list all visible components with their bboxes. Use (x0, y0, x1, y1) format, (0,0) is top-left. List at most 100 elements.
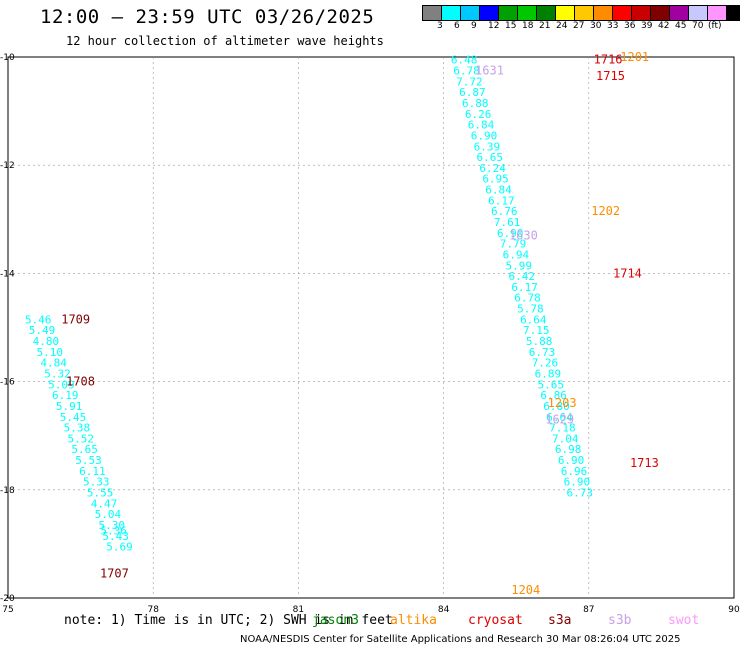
data-point: 6.90 (558, 454, 585, 467)
data-point: 7.04 (552, 432, 579, 445)
plot-frame (7, 56, 735, 599)
color-scale-bar (422, 5, 740, 21)
data-point: 4.84 (40, 357, 67, 370)
x-tick-label: 87 (583, 605, 594, 615)
chart-subtitle: 12 hour collection of altimeter wave hei… (66, 34, 384, 48)
data-point: 5.10 (37, 346, 64, 359)
data-point: 5.30 (99, 519, 126, 532)
scale-label: 15 (505, 21, 517, 31)
track-label: 1713 (630, 456, 659, 470)
scale-label: 3 (437, 21, 443, 31)
data-point: 7.61 (494, 216, 521, 229)
data-point: 5.78 (517, 303, 544, 316)
data-point: 7.15 (523, 324, 550, 337)
data-point: 6.87 (459, 86, 486, 99)
scale-label: 27 (573, 21, 585, 31)
data-point: 6.65 (477, 151, 504, 164)
data-point: 5.43 (102, 530, 129, 543)
y-tick-label: -10 (0, 53, 15, 63)
data-point: 6.94 (503, 248, 530, 261)
data-point: 5.65 (71, 443, 98, 456)
data-point: 6.39 (474, 140, 501, 153)
chart-title: 12:00 – 23:59 UTC 03/26/2025 (40, 6, 375, 28)
data-point: 6.76 (491, 205, 517, 218)
satellite-label: jason3 (312, 613, 359, 628)
scale-label: 36 (624, 21, 636, 31)
data-point: 5.36 (100, 524, 127, 537)
footer-credit: NOAA/NESDIS Center for Satellite Applica… (240, 634, 681, 645)
data-point: 6.95 (482, 173, 509, 186)
track-label: 1715 (596, 69, 625, 83)
data-point: 6.78 (514, 292, 541, 305)
data-point: 5.53 (75, 454, 102, 467)
x-tick-label: 78 (147, 605, 159, 615)
track-label: 1709 (61, 312, 90, 326)
note-text: note: 1) Time is in UTC; 2) SWH is in fe… (64, 613, 393, 628)
data-point: 5.88 (526, 335, 553, 348)
data-point: 6.64 (520, 313, 547, 326)
satellite-label: altika (390, 613, 437, 628)
data-point: 5.91 (56, 400, 83, 413)
x-tick-label: 81 (293, 605, 304, 615)
x-tick-label: 75 (2, 605, 13, 615)
data-point: 4.47 (91, 497, 118, 510)
data-point: 6.88 (462, 97, 489, 110)
satellite-label: swot (668, 613, 700, 628)
data-point: 7.79 (500, 238, 527, 251)
data-point: 6.17 (511, 281, 538, 294)
data-point: 6.90 (497, 227, 523, 240)
data-point: 4.80 (33, 335, 60, 348)
data-point: 6.11 (79, 465, 106, 478)
data-point: 6.48 (451, 54, 478, 67)
data-point: 6.73 (529, 346, 556, 359)
data-point: 7.72 (456, 75, 483, 88)
scale-label: 6 (454, 21, 460, 31)
data-point: 6.86 (540, 389, 567, 402)
y-tick-label: -12 (0, 161, 15, 171)
track-label: 1204 (511, 583, 540, 597)
scale-label: 33 (607, 21, 619, 31)
data-point: 5.52 (68, 432, 95, 445)
data-point: 5.69 (106, 541, 133, 554)
scale-label: 21 (539, 21, 551, 31)
data-point: 5.32 (44, 367, 71, 380)
x-tick-label: 84 (438, 605, 450, 615)
scale-label: 18 (522, 21, 534, 31)
scale-label: 45 (675, 21, 687, 31)
data-point: 5.45 (60, 411, 86, 424)
y-tick-label: -16 (0, 378, 15, 388)
data-point: 6.89 (535, 367, 562, 380)
data-point: 5.33 (83, 476, 110, 489)
x-tick-label: 90 (728, 605, 740, 615)
y-tick-label: -18 (0, 486, 15, 496)
data-point: 6.26 (465, 108, 492, 121)
data-point: 6.42 (508, 270, 535, 283)
satellite-label: s3b (608, 613, 632, 628)
data-point: 6.19 (52, 389, 79, 402)
y-tick-label: -20 (0, 594, 15, 604)
data-point: 6.73 (567, 487, 594, 500)
y-tick-label: -14 (0, 269, 15, 279)
track-label: 1202 (591, 204, 620, 218)
data-point: 6.98 (555, 443, 582, 456)
track-label: 1629 (545, 412, 574, 426)
track-label: 1203 (548, 396, 577, 410)
data-point: 7.26 (532, 357, 559, 370)
track-label: 1708 (66, 375, 95, 389)
data-point: 5.46 (25, 313, 52, 326)
scale-unit: (ft) (708, 21, 722, 31)
data-point: 5.49 (29, 324, 56, 337)
data-point: 6.90 (564, 476, 591, 489)
data-point: 5.65 (537, 378, 564, 391)
track-label: 1716 (594, 53, 623, 67)
data-point: 6.80 (543, 400, 570, 413)
scale-label: 24 (556, 21, 568, 31)
data-point: 5.99 (506, 259, 533, 272)
data-point: 5.09 (48, 378, 74, 391)
track-label: 1201 (620, 50, 649, 64)
scale-label: 70 (692, 21, 704, 31)
scale-label: 42 (658, 21, 670, 31)
data-point: 6.17 (488, 194, 515, 207)
data-point: 7.18 (549, 422, 576, 435)
